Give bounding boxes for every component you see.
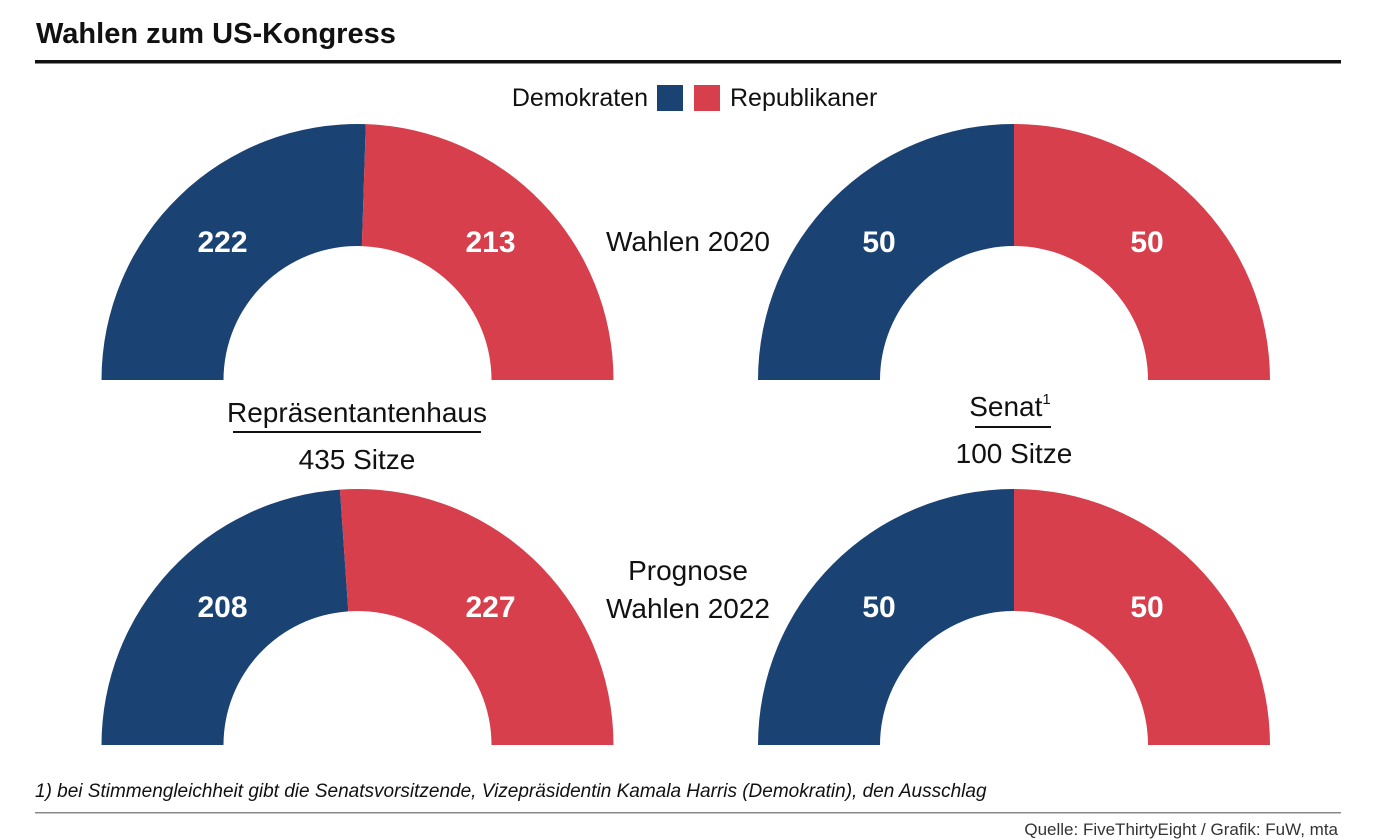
senate-rule <box>975 426 1051 428</box>
senate-name: Senat1 <box>969 391 1051 422</box>
data-label-dem-1: 50 <box>862 226 895 259</box>
arc-segment-dem-2 <box>101 489 349 745</box>
house-rule <box>233 431 481 433</box>
row-label-2022-line1: Prognose <box>628 555 748 586</box>
row-label-2020: Wahlen 2020 <box>606 226 770 257</box>
senate-footnote-mark: 1 <box>1042 391 1050 408</box>
data-label-rep-0: 213 <box>465 226 515 259</box>
arc-segment-rep-2 <box>339 489 614 745</box>
title-rule <box>35 60 1341 64</box>
data-label-rep-3: 50 <box>1130 591 1163 624</box>
legend-swatch-dem <box>657 85 683 111</box>
arc-segment-dem-1 <box>758 124 1014 380</box>
arc-segment-rep-3 <box>1014 489 1270 745</box>
legend-swatch-rep <box>694 85 720 111</box>
arc-segment-dem-3 <box>758 489 1014 745</box>
row-label-2022-line2: Wahlen 2022 <box>606 593 770 624</box>
footnote: 1) bei Stimmengleichheit gibt die Senats… <box>35 781 987 802</box>
source: Quelle: FiveThirtyEight / Grafik: FuW, m… <box>1024 820 1338 839</box>
chart-title: Wahlen zum US-Kongress <box>36 18 396 50</box>
data-label-rep-1: 50 <box>1130 226 1163 259</box>
semicircle-charts: 222 213 50 50 208 227 50 50 <box>101 124 1270 745</box>
senate-seats: 100 Sitze <box>956 438 1073 469</box>
arc-segment-dem-0 <box>101 124 366 380</box>
house-seats: 435 Sitze <box>299 444 416 475</box>
data-label-rep-2: 227 <box>465 591 515 624</box>
legend-label-dem: Demokraten <box>512 84 648 112</box>
data-label-dem-2: 208 <box>197 591 247 624</box>
house-name: Repräsentantenhaus <box>227 397 487 428</box>
senate-name-text: Senat <box>969 391 1042 422</box>
legend: Demokraten Republikaner <box>512 84 878 112</box>
data-label-dem-3: 50 <box>862 591 895 624</box>
footer-rule <box>35 812 1341 814</box>
arc-segment-rep-0 <box>361 124 614 380</box>
data-label-dem-0: 222 <box>197 226 247 259</box>
legend-label-rep: Republikaner <box>730 84 877 112</box>
arc-segment-rep-1 <box>1014 124 1270 380</box>
